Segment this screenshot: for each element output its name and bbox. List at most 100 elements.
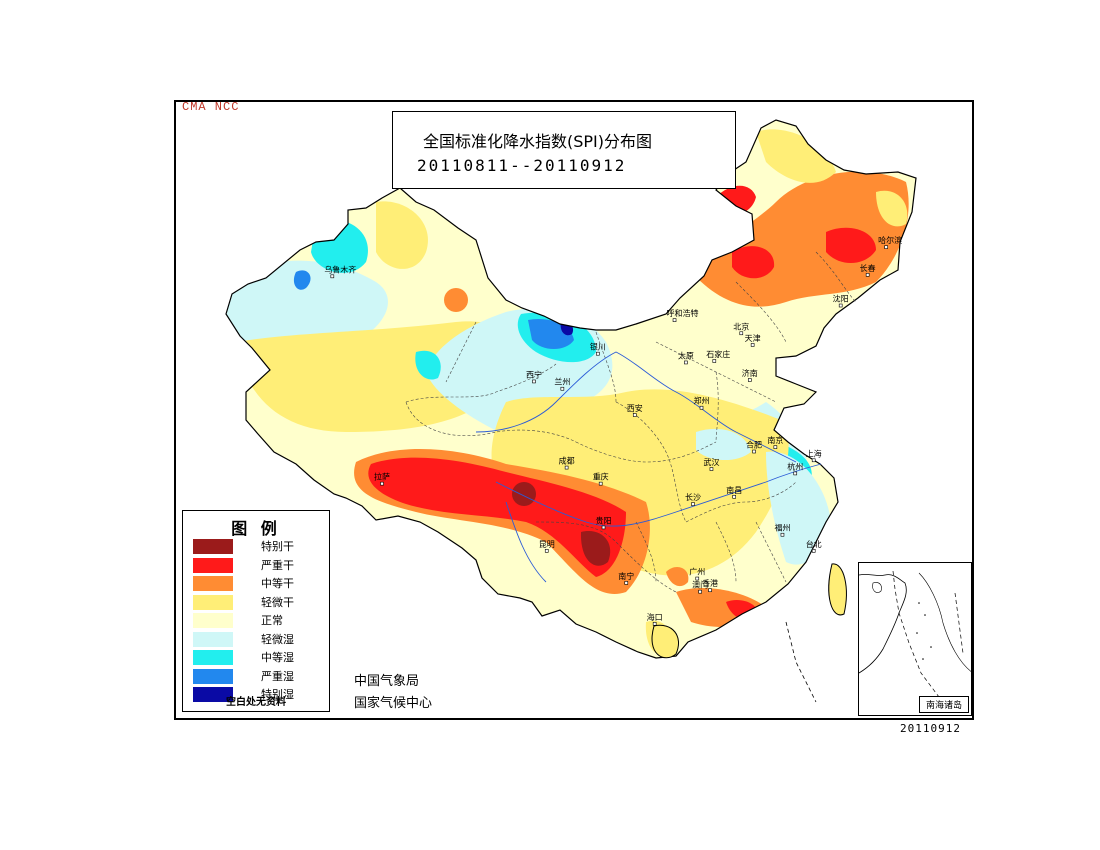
legend-item: 轻微湿 bbox=[191, 631, 327, 648]
sea-boundary-line bbox=[785, 621, 817, 703]
legend-item: 严重湿 bbox=[191, 668, 327, 685]
taiwan-island bbox=[828, 563, 847, 616]
city-dot bbox=[695, 576, 700, 581]
city-marker: 呼和浩特 bbox=[667, 308, 699, 322]
city-marker: 太原 bbox=[678, 350, 694, 365]
map-frame: 乌鲁木齐 拉萨 西宁 兰州 银川 呼和浩特 哈尔滨 长春 沈阳 北京 天津 太原 石家庄 济南 西安 郑州 合肥… bbox=[174, 100, 974, 720]
agency-line1: 中国气象局 bbox=[354, 674, 420, 689]
city-dot bbox=[865, 273, 870, 277]
city-dot bbox=[750, 343, 755, 347]
city-dot bbox=[773, 445, 778, 449]
city-dot bbox=[793, 471, 798, 476]
city-dot bbox=[624, 581, 629, 585]
legend-swatch bbox=[193, 668, 233, 684]
city-label: 重庆 bbox=[593, 472, 609, 482]
city-dot bbox=[752, 449, 756, 454]
city-label: 昆明 bbox=[539, 540, 555, 549]
city-marker: 武汉 bbox=[703, 457, 719, 471]
city-marker: 香港 bbox=[702, 578, 718, 593]
city-label: 哈尔滨 bbox=[878, 235, 902, 245]
city-marker: 南宁 bbox=[618, 571, 634, 585]
city-label: 杭州 bbox=[787, 461, 803, 471]
map-date-range: 20110811--20110912 bbox=[417, 156, 627, 175]
city-dot bbox=[811, 548, 816, 553]
city-label: 西安 bbox=[627, 403, 643, 413]
legend-swatch bbox=[193, 687, 233, 702]
legend-item: 正常 bbox=[191, 613, 327, 629]
city-label: 济南 bbox=[742, 368, 758, 378]
city-marker: 拉萨 bbox=[374, 472, 390, 486]
city-label: 成都 bbox=[559, 456, 575, 466]
legend-label: 严重干 bbox=[261, 558, 294, 572]
city-marker: 沈阳 bbox=[833, 294, 849, 308]
city-dot bbox=[811, 458, 816, 463]
city-label: 合肥 bbox=[746, 440, 762, 450]
legend-item: 中等湿 bbox=[191, 650, 327, 666]
city-marker: 昆明 bbox=[539, 540, 555, 553]
city-marker: 海口 bbox=[647, 612, 663, 626]
city-dot bbox=[838, 303, 843, 308]
city-marker: 南京 bbox=[767, 435, 783, 449]
city-dot bbox=[672, 318, 677, 322]
city-marker: 南昌 bbox=[726, 485, 742, 499]
city-label: 太原 bbox=[678, 350, 694, 360]
city-dot bbox=[598, 481, 603, 486]
city-marker: 石家庄 bbox=[706, 349, 730, 363]
city-marker: 广州 bbox=[689, 567, 705, 581]
city-marker: 乌鲁木齐 bbox=[324, 264, 356, 279]
city-dot bbox=[780, 532, 785, 537]
legend-title: 图 例 bbox=[231, 519, 281, 538]
city-label: 天津 bbox=[745, 333, 761, 343]
city-marker: 西安 bbox=[627, 403, 643, 417]
city-marker: 长春 bbox=[860, 263, 876, 277]
city-label: 南昌 bbox=[726, 485, 742, 495]
city-marker: 杭州 bbox=[787, 461, 803, 476]
city-dot bbox=[601, 525, 606, 530]
legend-swatch bbox=[193, 539, 233, 554]
legend-item: 中等干 bbox=[191, 576, 327, 592]
city-label: 兰州 bbox=[554, 377, 570, 387]
city-marker: 天津 bbox=[745, 333, 761, 347]
city-label: 上海 bbox=[806, 448, 822, 458]
city-dot bbox=[596, 351, 600, 356]
title-box: 全国标准化降水指数(SPI)分布图 20110811--20110912 bbox=[392, 111, 736, 189]
city-marker: 长沙 bbox=[685, 492, 701, 506]
inset-label: 南海诸岛 bbox=[918, 696, 969, 713]
city-marker: 西宁 bbox=[526, 369, 542, 384]
city-label: 银川 bbox=[590, 342, 606, 352]
legend-swatch bbox=[193, 613, 233, 628]
legend: 图 例 特别干 严重干 中等干 轻微干 正常 轻微湿 中等湿 严重湿 特别湿 空白处无资料 bbox=[182, 510, 330, 712]
map-title: 全国标准化降水指数(SPI)分布图 bbox=[423, 132, 653, 151]
legend-item: 特别湿 bbox=[191, 687, 327, 703]
legend-swatch bbox=[193, 650, 233, 665]
city-dot bbox=[532, 379, 536, 384]
city-label: 沈阳 bbox=[833, 294, 849, 304]
city-label: 福州 bbox=[774, 524, 790, 533]
legend-swatch bbox=[193, 576, 233, 591]
legend-swatch bbox=[193, 594, 233, 610]
legend-label: 正常 bbox=[261, 614, 283, 627]
city-marker: 福州 bbox=[774, 524, 790, 537]
city-dot bbox=[564, 465, 569, 470]
city-label: 石家庄 bbox=[706, 349, 730, 359]
legend-swatch bbox=[193, 557, 233, 573]
city-dot bbox=[652, 621, 657, 626]
city-dot bbox=[739, 331, 744, 336]
city-marker: 郑州 bbox=[694, 396, 710, 410]
city-marker: 重庆 bbox=[593, 472, 609, 486]
legend-label: 轻微干 bbox=[261, 595, 294, 609]
city-label: 西宁 bbox=[526, 369, 542, 379]
city-label: 台北 bbox=[806, 539, 822, 549]
city-marker: 台北 bbox=[806, 539, 822, 553]
city-marker: 济南 bbox=[742, 368, 758, 382]
city-label: 贵阳 bbox=[596, 515, 612, 525]
agency-line2: 国家气候中心 bbox=[354, 696, 433, 711]
city-dot bbox=[699, 405, 704, 410]
city-dot bbox=[544, 548, 549, 553]
city-marker: 兰州 bbox=[554, 377, 570, 391]
city-marker: 澳门 bbox=[692, 580, 708, 594]
city-marker: 银川 bbox=[590, 342, 606, 356]
legend-label: 特别干 bbox=[261, 540, 294, 553]
